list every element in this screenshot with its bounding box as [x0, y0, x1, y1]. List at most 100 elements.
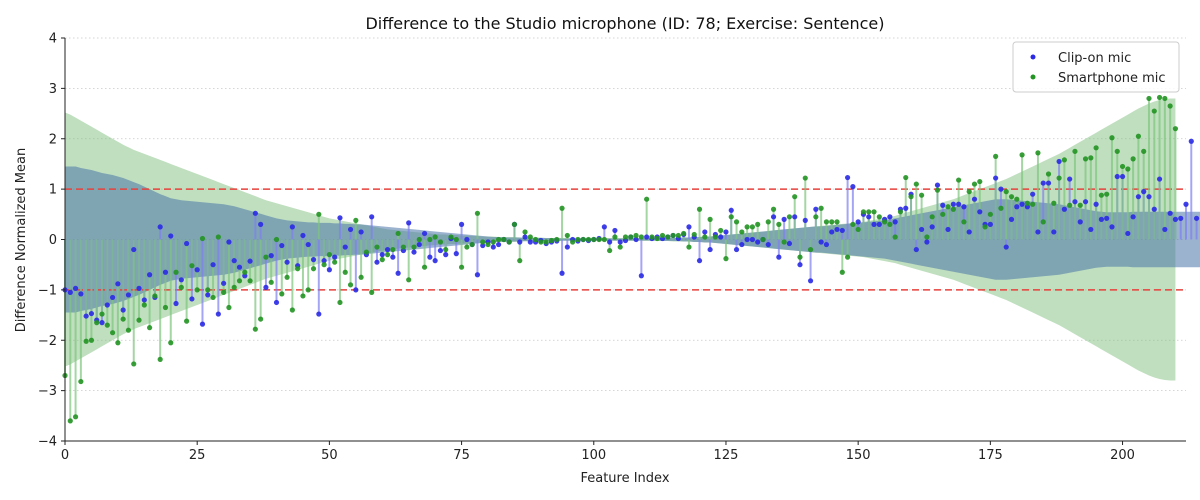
point-smartphone [369, 289, 375, 295]
point-smartphone [813, 214, 819, 220]
point-smartphone [802, 175, 808, 181]
point-clip-on [289, 224, 295, 230]
points [62, 94, 1200, 424]
point-clip-on [83, 313, 89, 319]
point-clip-on [231, 258, 237, 264]
point-smartphone [580, 236, 586, 243]
point-smartphone [522, 229, 528, 235]
point-smartphone [945, 204, 951, 210]
point-clip-on [612, 227, 618, 234]
point-clip-on [406, 220, 412, 226]
point-smartphone [495, 236, 502, 243]
point-smartphone [289, 307, 295, 313]
point-smartphone [474, 210, 481, 216]
point-clip-on [1104, 215, 1110, 221]
point-clip-on [316, 311, 322, 317]
point-smartphone [448, 234, 454, 240]
point-smartphone [316, 211, 322, 217]
point-clip-on [421, 230, 428, 237]
point-clip-on [157, 224, 163, 230]
point-smartphone [162, 304, 169, 311]
point-smartphone [1008, 194, 1015, 200]
point-clip-on [1056, 158, 1062, 165]
point-clip-on [993, 175, 999, 181]
point-smartphone [464, 244, 470, 250]
point-smartphone [834, 219, 840, 225]
point-clip-on [797, 262, 803, 268]
point-smartphone [226, 304, 232, 311]
point-clip-on [855, 219, 861, 225]
point-smartphone [485, 241, 491, 248]
point-clip-on [379, 252, 385, 258]
point-clip-on [194, 267, 200, 273]
point-clip-on [839, 227, 845, 234]
point-smartphone [104, 322, 110, 328]
point-clip-on [850, 184, 856, 190]
point-clip-on [1008, 216, 1015, 222]
point-clip-on [443, 252, 449, 258]
point-clip-on [395, 270, 401, 276]
point-smartphone [749, 224, 756, 230]
point-smartphone [332, 259, 338, 265]
point-smartphone [1003, 189, 1009, 195]
point-clip-on [617, 239, 623, 245]
point-clip-on [205, 292, 211, 298]
point-clip-on [707, 246, 713, 253]
point-clip-on [247, 258, 253, 264]
point-smartphone [199, 235, 206, 242]
point-clip-on [1077, 219, 1083, 225]
point-smartphone [300, 293, 306, 299]
point-clip-on [1146, 194, 1152, 200]
point-smartphone [956, 177, 962, 183]
point-smartphone [871, 209, 877, 215]
point-clip-on [633, 236, 639, 243]
point-clip-on [739, 241, 745, 248]
point-smartphone [258, 316, 264, 322]
point-clip-on [744, 236, 750, 243]
point-smartphone [1104, 191, 1110, 197]
point-smartphone [982, 224, 988, 230]
point-smartphone [1019, 152, 1025, 158]
point-clip-on [1167, 210, 1173, 216]
point-smartphone [723, 256, 729, 262]
point-clip-on [723, 229, 729, 235]
point-smartphone [739, 229, 745, 235]
point-smartphone [770, 206, 777, 212]
point-smartphone [776, 221, 782, 227]
point-smartphone [242, 269, 248, 275]
point-smartphone [1167, 103, 1173, 109]
point-smartphone [807, 246, 814, 253]
point-smartphone [585, 236, 592, 243]
point-smartphone [406, 277, 412, 283]
point-smartphone [1061, 157, 1067, 163]
point-clip-on [300, 232, 306, 239]
point-clip-on [559, 270, 565, 276]
point-clip-on [966, 229, 972, 235]
point-smartphone [1040, 219, 1046, 225]
point-clip-on [733, 246, 740, 253]
point-clip-on [432, 258, 438, 264]
legend: Clip-on mic Smartphone mic [1012, 41, 1180, 93]
point-clip-on [1114, 173, 1120, 180]
point-smartphone [1024, 200, 1030, 206]
point-clip-on [437, 247, 444, 254]
x-tick-label: 175 [978, 448, 1003, 463]
point-smartphone [681, 230, 687, 237]
point-clip-on [1119, 173, 1126, 180]
point-clip-on [1151, 206, 1157, 212]
point-clip-on [913, 246, 919, 253]
y-tick-label: 1 [49, 183, 57, 198]
y-axis-title: Difference Normalized Mean [14, 148, 29, 332]
point-smartphone [934, 187, 941, 193]
point-smartphone [384, 252, 391, 258]
point-clip-on [141, 297, 147, 303]
point-smartphone [178, 284, 184, 290]
point-smartphone [860, 209, 867, 215]
point-clip-on [1141, 189, 1147, 195]
point-smartphone [511, 221, 518, 227]
point-smartphone [517, 258, 523, 264]
point-clip-on [866, 214, 872, 220]
point-smartphone [432, 234, 438, 240]
point-smartphone [919, 192, 925, 198]
point-clip-on [72, 285, 79, 291]
